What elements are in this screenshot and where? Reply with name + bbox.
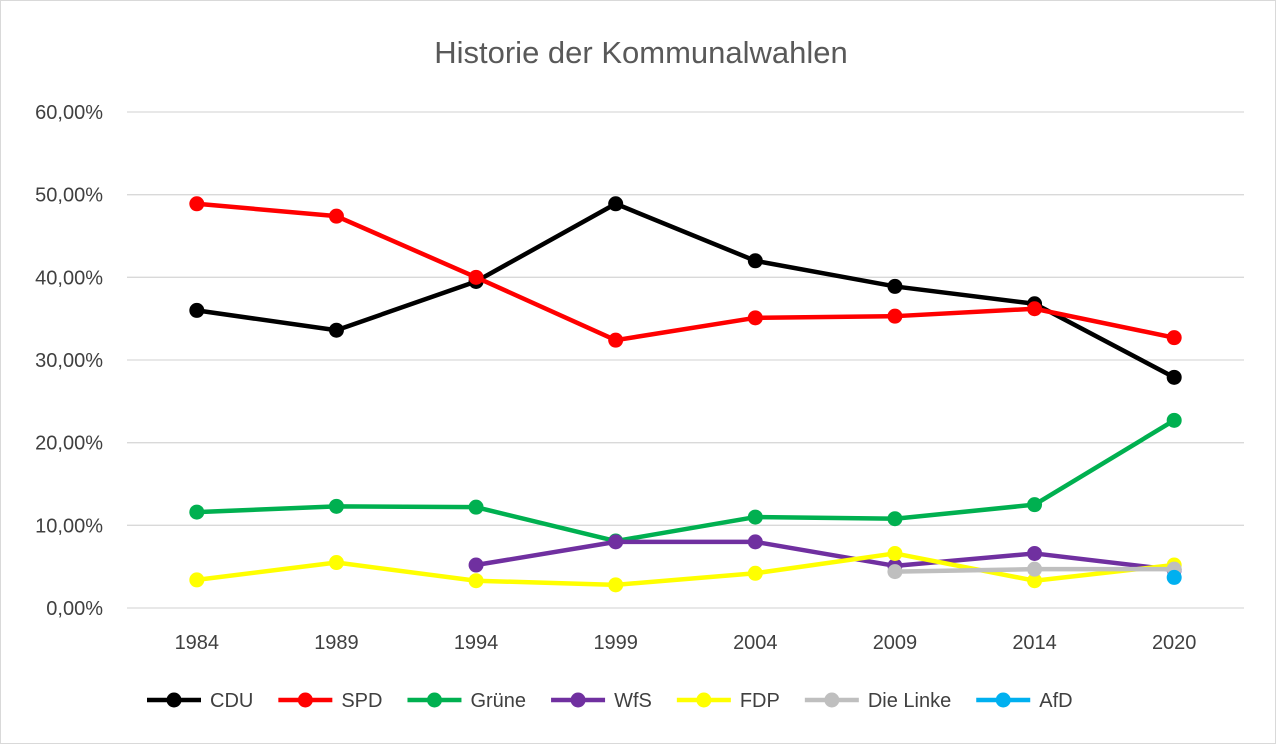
y-tick-label: 0,00%: [46, 598, 103, 620]
legend-item: CDU: [147, 690, 253, 712]
data-point: [887, 278, 903, 294]
legend-label: Die Linke: [868, 690, 951, 712]
data-point: [747, 509, 763, 525]
data-point: [747, 565, 763, 581]
data-point: [1166, 330, 1182, 346]
legend-swatch-marker: [297, 692, 313, 708]
data-point: [747, 253, 763, 269]
x-tick-label: 2004: [733, 632, 778, 654]
data-point: [189, 572, 205, 588]
series-line: [196, 201, 1175, 343]
series-afd: [1166, 569, 1182, 585]
series-line: [196, 418, 1176, 544]
data-point: [328, 322, 344, 338]
series-cdu: [189, 196, 1182, 385]
legend-label: SPD: [341, 690, 382, 712]
y-tick-label: 40,00%: [35, 267, 103, 289]
legend-item: Die Linke: [804, 690, 951, 712]
data-point: [887, 308, 903, 324]
legend-swatch-marker: [426, 692, 442, 708]
series-line: [196, 201, 1176, 380]
data-point: [189, 504, 205, 520]
legend-item: AfD: [976, 690, 1073, 712]
data-point: [608, 332, 624, 348]
data-point: [468, 573, 484, 589]
legend-item: WfS: [551, 690, 652, 712]
data-point: [747, 310, 763, 326]
data-point: [1166, 569, 1182, 585]
legend-item: Grüne: [407, 690, 526, 712]
data-point: [189, 196, 205, 212]
series-lines: [189, 196, 1182, 593]
x-tick-label: 2009: [873, 632, 918, 654]
y-tick-label: 20,00%: [35, 433, 103, 455]
series-grüne: [189, 412, 1182, 549]
data-point: [1027, 561, 1043, 577]
gridlines: [127, 111, 1244, 609]
data-point: [887, 564, 903, 580]
data-point: [608, 534, 624, 550]
data-point: [1166, 412, 1182, 428]
data-point: [468, 557, 484, 573]
data-point: [468, 269, 484, 285]
legend-swatch-marker: [696, 692, 712, 708]
legend-item: FDP: [676, 690, 780, 712]
legend: CDU SPD Grüne WfS FDP Die Linke AfD: [147, 690, 1073, 712]
y-tick-label: 10,00%: [35, 515, 103, 537]
data-point: [887, 511, 903, 527]
data-point: [747, 534, 763, 550]
x-tick-label: 2020: [1152, 632, 1197, 654]
data-point: [328, 498, 344, 514]
data-point: [189, 302, 205, 318]
data-point: [887, 545, 903, 561]
data-point: [1027, 573, 1043, 589]
data-point: [328, 555, 344, 571]
x-tick-label: 1984: [175, 632, 220, 654]
y-tick-label: 60,00%: [35, 102, 103, 124]
data-point: [1027, 497, 1043, 513]
y-tick-label: 50,00%: [35, 185, 103, 207]
data-point: [608, 577, 624, 593]
y-axis-tick-labels: 0,00% 10,00% 20,00% 30,00% 40,00% 50,00% 60,00…: [35, 102, 103, 620]
data-point: [1166, 369, 1182, 385]
legend-swatch-marker: [570, 692, 586, 708]
legend-swatch-marker: [166, 692, 182, 708]
data-point: [328, 208, 344, 224]
data-point: [608, 196, 624, 212]
legend-swatch-marker: [995, 692, 1011, 708]
legend-swatch-marker: [824, 692, 840, 708]
data-point: [468, 499, 484, 515]
data-point: [1027, 545, 1043, 561]
series-line: [475, 539, 1175, 573]
x-tick-label: 2014: [1012, 632, 1057, 654]
chart-title: Historie der Kommunalwahlen: [434, 35, 848, 70]
legend-label: WfS: [614, 690, 652, 712]
y-tick-label: 30,00%: [35, 350, 103, 372]
series-line: [196, 551, 1175, 588]
x-tick-label: 1994: [454, 632, 499, 654]
legend-label: FDP: [740, 690, 780, 712]
series-fdp: [189, 545, 1182, 593]
x-axis-tick-labels: 1984 1989 1994 1999 2004 2009 2014 2020: [175, 632, 1197, 654]
data-point: [1027, 301, 1043, 317]
series-spd: [189, 196, 1182, 348]
legend-label: Grüne: [470, 690, 526, 712]
legend-label: AfD: [1039, 690, 1072, 712]
legend-item: SPD: [278, 690, 382, 712]
x-tick-label: 1999: [593, 632, 638, 654]
x-tick-label: 1989: [314, 632, 359, 654]
legend-label: CDU: [210, 690, 253, 712]
